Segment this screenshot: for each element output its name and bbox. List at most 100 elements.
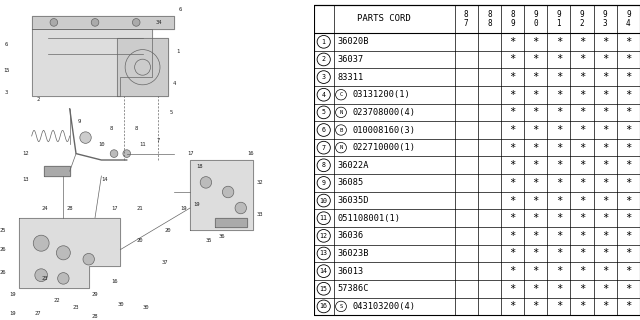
Text: *: *: [509, 160, 516, 170]
Text: *: *: [532, 90, 539, 100]
Circle shape: [33, 235, 49, 251]
Text: 022710000(1): 022710000(1): [353, 143, 415, 152]
Text: 023708000(4): 023708000(4): [353, 108, 415, 117]
Polygon shape: [44, 166, 70, 176]
Text: 29: 29: [92, 292, 99, 297]
Text: 6: 6: [322, 127, 326, 133]
Text: *: *: [625, 72, 632, 82]
Text: *: *: [602, 72, 609, 82]
Text: *: *: [602, 125, 609, 135]
Text: 5: 5: [322, 109, 326, 116]
Text: *: *: [556, 196, 562, 205]
Text: 16: 16: [247, 151, 253, 156]
Text: *: *: [602, 284, 609, 294]
Polygon shape: [117, 38, 168, 96]
Text: 6: 6: [4, 42, 8, 47]
Text: 83311: 83311: [338, 73, 364, 82]
Text: *: *: [509, 54, 516, 64]
Text: *: *: [602, 108, 609, 117]
Text: 57386C: 57386C: [338, 284, 369, 293]
Text: 21: 21: [136, 205, 143, 211]
Text: *: *: [625, 125, 632, 135]
Text: 35: 35: [206, 237, 212, 243]
Text: *: *: [509, 125, 516, 135]
Text: 36: 36: [218, 234, 225, 239]
Text: 6: 6: [179, 7, 182, 12]
Text: 19: 19: [10, 311, 16, 316]
Text: 13: 13: [320, 251, 328, 257]
Text: 17: 17: [187, 151, 193, 156]
Text: *: *: [602, 196, 609, 205]
Text: *: *: [556, 213, 562, 223]
Circle shape: [123, 150, 131, 157]
Circle shape: [58, 273, 69, 284]
Text: N: N: [339, 145, 342, 150]
Text: 1: 1: [322, 39, 326, 45]
Text: *: *: [532, 143, 539, 153]
Text: 10: 10: [320, 197, 328, 204]
Text: *: *: [625, 284, 632, 294]
Text: 28: 28: [67, 205, 73, 211]
Text: *: *: [625, 160, 632, 170]
Circle shape: [200, 177, 212, 188]
Text: 30: 30: [143, 305, 149, 310]
Text: 36037: 36037: [338, 55, 364, 64]
Text: *: *: [556, 178, 562, 188]
Text: 1: 1: [176, 49, 179, 54]
Text: 11: 11: [320, 215, 328, 221]
Text: 20: 20: [164, 228, 171, 233]
Text: 14: 14: [320, 268, 328, 274]
Circle shape: [92, 19, 99, 26]
Text: *: *: [556, 160, 562, 170]
Text: 15: 15: [3, 68, 10, 73]
Text: *: *: [556, 231, 562, 241]
Text: C: C: [339, 92, 342, 97]
Text: *: *: [556, 284, 562, 294]
Text: *: *: [556, 108, 562, 117]
Text: *: *: [556, 125, 562, 135]
Text: 10: 10: [98, 141, 104, 147]
Text: 010008160(3): 010008160(3): [353, 125, 415, 134]
Text: *: *: [625, 37, 632, 47]
Text: 36013: 36013: [338, 267, 364, 276]
Text: *: *: [625, 266, 632, 276]
Text: *: *: [532, 213, 539, 223]
Text: *: *: [509, 284, 516, 294]
Text: *: *: [532, 284, 539, 294]
Text: 7: 7: [157, 138, 160, 143]
Circle shape: [134, 59, 150, 75]
Text: *: *: [602, 266, 609, 276]
Text: *: *: [532, 178, 539, 188]
Text: 20: 20: [136, 237, 143, 243]
Text: 37: 37: [161, 260, 168, 265]
Text: 8
9: 8 9: [510, 10, 515, 28]
Text: 25: 25: [0, 228, 6, 233]
Text: *: *: [579, 213, 585, 223]
Text: 051108001(1): 051108001(1): [338, 214, 401, 223]
Text: 2: 2: [322, 56, 326, 62]
Text: *: *: [579, 37, 585, 47]
Text: *: *: [532, 54, 539, 64]
Text: *: *: [509, 108, 516, 117]
Text: *: *: [625, 178, 632, 188]
Circle shape: [110, 150, 118, 157]
Text: *: *: [556, 90, 562, 100]
Text: *: *: [602, 213, 609, 223]
Text: *: *: [579, 231, 585, 241]
Text: *: *: [625, 196, 632, 205]
Text: *: *: [579, 196, 585, 205]
Text: 24: 24: [41, 205, 47, 211]
Text: 33: 33: [257, 212, 263, 217]
Text: *: *: [556, 72, 562, 82]
Circle shape: [235, 202, 246, 214]
Text: 15: 15: [320, 286, 328, 292]
Text: *: *: [509, 37, 516, 47]
Text: 16: 16: [320, 303, 328, 309]
Text: *: *: [509, 266, 516, 276]
Text: 23: 23: [73, 305, 79, 310]
Polygon shape: [216, 218, 247, 227]
Text: 03131200(1): 03131200(1): [353, 90, 410, 99]
Text: 34: 34: [155, 20, 162, 25]
Text: 22: 22: [54, 298, 60, 303]
Polygon shape: [32, 29, 152, 96]
